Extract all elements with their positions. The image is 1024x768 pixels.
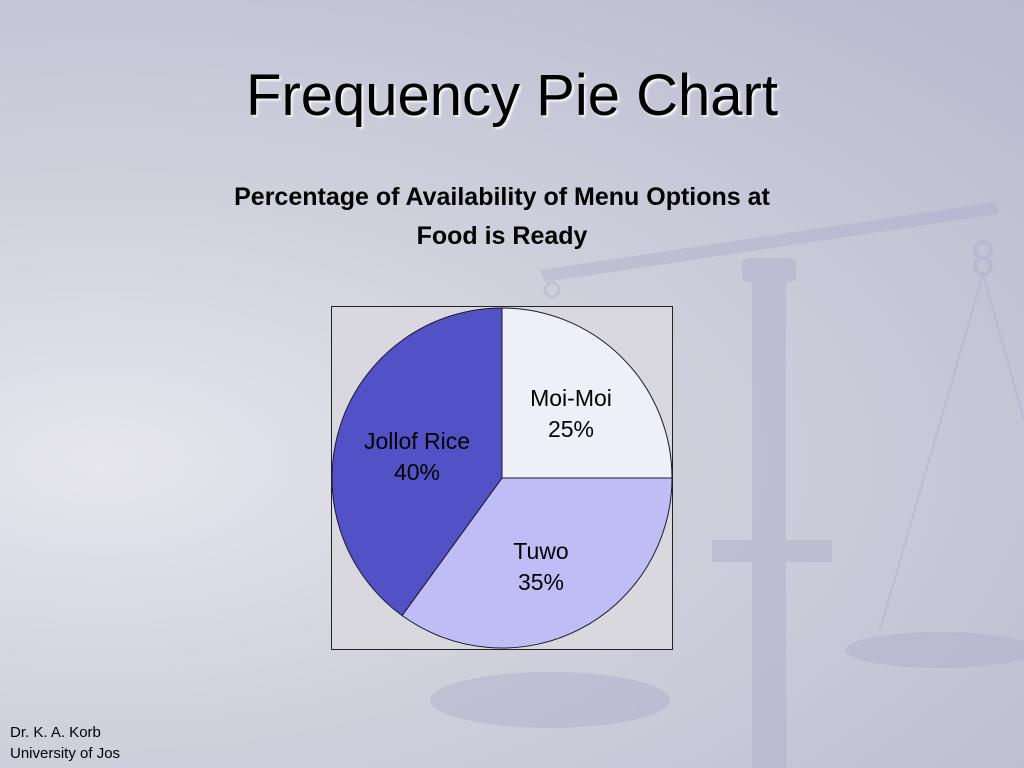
pie-chart: Moi-Moi 25% Tuwo 35% Jollof Rice 40% bbox=[332, 307, 672, 649]
slide-title: Frequency Pie Chart bbox=[246, 63, 778, 128]
slice-value-moi-moi: 25% bbox=[548, 416, 594, 442]
slice-label-moi-moi: Moi-Moi bbox=[530, 385, 612, 411]
pie-chart-frame: Moi-Moi 25% Tuwo 35% Jollof Rice 40% bbox=[331, 306, 673, 650]
footer-institution: University of Jos bbox=[10, 745, 121, 762]
pie-slice-tuwo bbox=[401, 477, 672, 649]
slice-label-tuwo: Tuwo bbox=[513, 538, 568, 564]
chart-title: Percentage of Availability of Menu Optio… bbox=[152, 178, 852, 256]
chart-title-line-1: Percentage of Availability of Menu Optio… bbox=[234, 183, 770, 211]
slice-value-tuwo: 35% bbox=[518, 569, 564, 595]
slice-value-jollof-rice: 40% bbox=[394, 459, 440, 485]
pie-slice-moi-moi bbox=[501, 307, 672, 479]
footer-author: Dr. K. A. Korb bbox=[10, 724, 101, 741]
footer: Dr. K. A. Korb University of Jos bbox=[10, 722, 120, 764]
pie-slice-jollof-rice bbox=[332, 307, 503, 617]
chart-title-line-2: Food is Ready bbox=[416, 222, 588, 250]
slice-label-jollof-rice: Jollof Rice bbox=[364, 428, 470, 454]
